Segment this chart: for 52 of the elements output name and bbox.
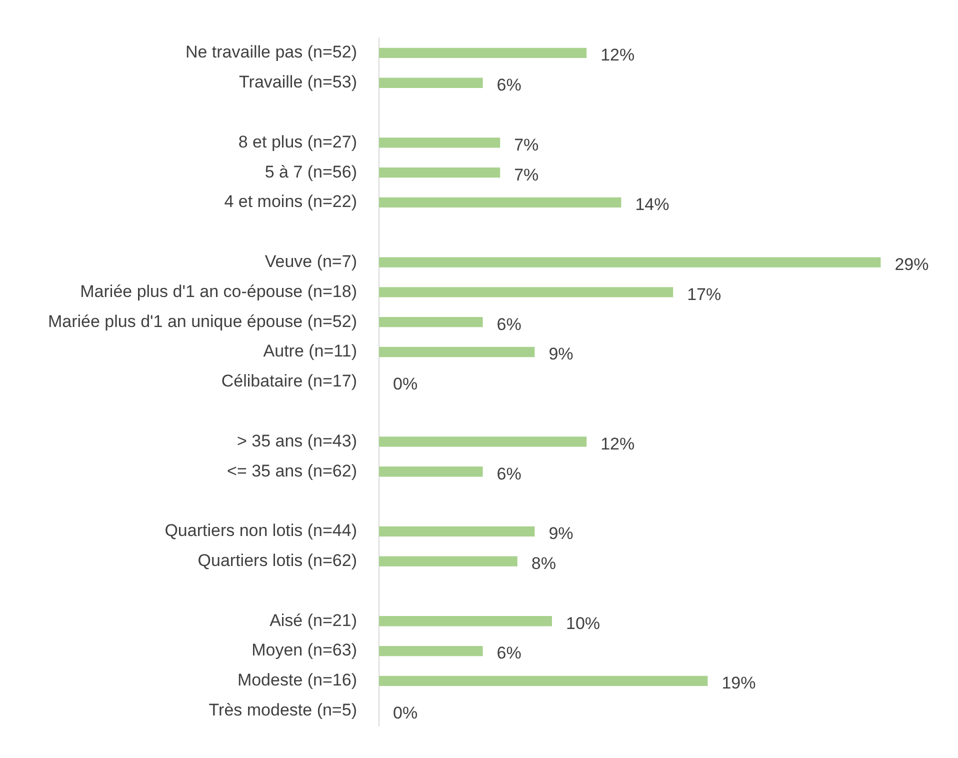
bar [378, 257, 881, 268]
data-label: 9% [548, 524, 574, 544]
bar [378, 466, 483, 477]
y-tick-label: Quartiers non lotis (n=44) [164, 521, 357, 540]
y-tick-label: Modeste (n=16) [237, 670, 357, 690]
y-tick-label: 8 et plus (n=27) [238, 132, 357, 152]
data-label: 6% [496, 76, 522, 95]
y-tick-label: Veuve (n=7) [264, 252, 357, 271]
y-tick-label: 4 et moins (n=22) [224, 192, 357, 212]
bar [378, 556, 518, 566]
bar [378, 646, 483, 656]
data-label: 14% [635, 195, 670, 214]
bar [378, 346, 535, 358]
bar [378, 616, 552, 626]
bar [378, 78, 483, 88]
y-tick-label: Mariée plus d'1 an co-épouse (n=18) [80, 282, 357, 301]
data-label: 7% [514, 135, 539, 154]
data-label: 6% [496, 644, 522, 663]
bar [378, 676, 708, 686]
y-tick-label: Travaille (n=53) [239, 72, 357, 92]
data-label: 10% [566, 614, 600, 633]
bar [378, 167, 500, 178]
data-label: 6% [496, 314, 522, 334]
y-tick-label: Aisé (n=21) [270, 610, 357, 630]
y-tick-label: > 35 ans (n=43) [236, 431, 357, 450]
y-tick-label: Mariée plus d'1 an unique épouse (n=52) [48, 312, 357, 331]
data-label: 17% [687, 284, 722, 304]
y-tick-label: Célibataire (n=17) [221, 372, 357, 391]
y-tick-label: Ne travaille pas (n=52) [185, 42, 357, 62]
data-label: 12% [600, 46, 635, 65]
bar [378, 317, 483, 328]
data-label: 6% [496, 464, 522, 484]
y-tick-label: Quartiers lotis (n=62) [198, 551, 357, 570]
bar [378, 197, 622, 208]
data-label: 0% [392, 704, 418, 723]
y-tick-label: Moyen (n=63) [252, 640, 357, 660]
data-label: 0% [392, 374, 418, 394]
bar [378, 138, 500, 148]
data-label: 19% [722, 674, 756, 693]
y-tick-label: Autre (n=11) [263, 342, 357, 361]
data-label: 9% [548, 344, 574, 364]
bar [378, 526, 535, 537]
bar [378, 48, 587, 58]
y-tick-label: 5 à 7 (n=56) [264, 162, 357, 182]
data-label: 8% [531, 554, 556, 574]
y-tick-label: <= 35 ans (n=62) [227, 461, 357, 480]
data-label: 7% [514, 165, 539, 184]
data-label: 29% [894, 254, 929, 274]
bar [378, 436, 587, 447]
y-tick-label: Très modeste (n=5) [208, 700, 357, 720]
data-label: 12% [600, 434, 635, 454]
bar [378, 287, 674, 298]
